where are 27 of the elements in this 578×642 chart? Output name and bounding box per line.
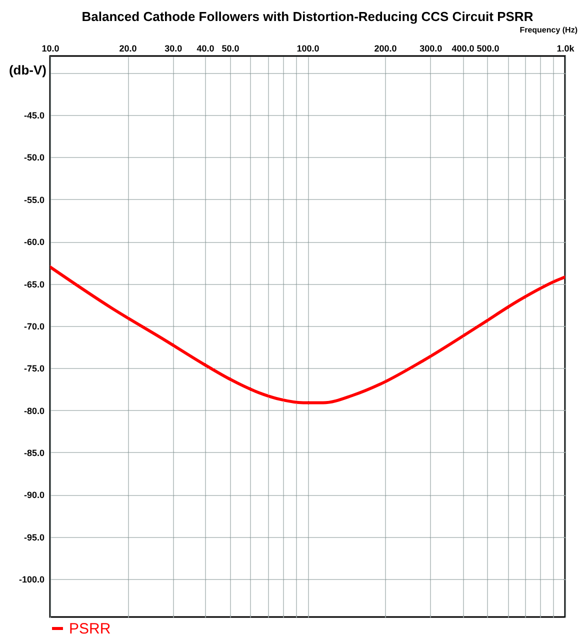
- x-tick-label: 200.0: [374, 44, 397, 54]
- y-tick-label: -95.0: [24, 532, 44, 542]
- y-axis-title: (db-V): [8, 62, 46, 78]
- x-tick-label: 30.0: [164, 44, 182, 54]
- x-tick-label: 1.0k: [556, 44, 576, 54]
- legend-label: PSRR: [69, 620, 111, 638]
- x-tick-label: 100.0: [296, 44, 320, 54]
- y-tick-label: -85.0: [24, 448, 44, 458]
- x-tick-label: 500.0: [476, 44, 500, 54]
- y-tick-label: -90.0: [24, 490, 44, 500]
- y-tick-label: -50.0: [24, 152, 44, 163]
- x-tick-label: 400.0: [452, 44, 474, 54]
- x-tick-label: 50.0: [222, 44, 240, 54]
- x-tick-label: 40.0: [196, 44, 214, 54]
- x-tick-label: 20.0: [119, 44, 137, 54]
- y-tick-label: -75.0: [24, 364, 44, 374]
- chart-title: Balanced Cathode Followers with Distortion-Reducing CCS Circuit PSRR: [82, 9, 534, 24]
- x-tick-label: 300.0: [420, 44, 442, 54]
- y-tick-label: -65.0: [24, 279, 44, 290]
- y-tick-label: -80.0: [24, 406, 44, 416]
- y-tick-label: -45.0: [24, 110, 44, 121]
- x-axis-title: Frequency (Hz): [520, 26, 578, 34]
- y-tick-label: -60.0: [24, 237, 44, 248]
- y-tick-label: -100.0: [18, 574, 44, 585]
- y-tick-label: -55.0: [24, 194, 44, 205]
- x-tick-label: 10.0: [42, 44, 60, 54]
- y-tick-label: -70.0: [24, 321, 44, 332]
